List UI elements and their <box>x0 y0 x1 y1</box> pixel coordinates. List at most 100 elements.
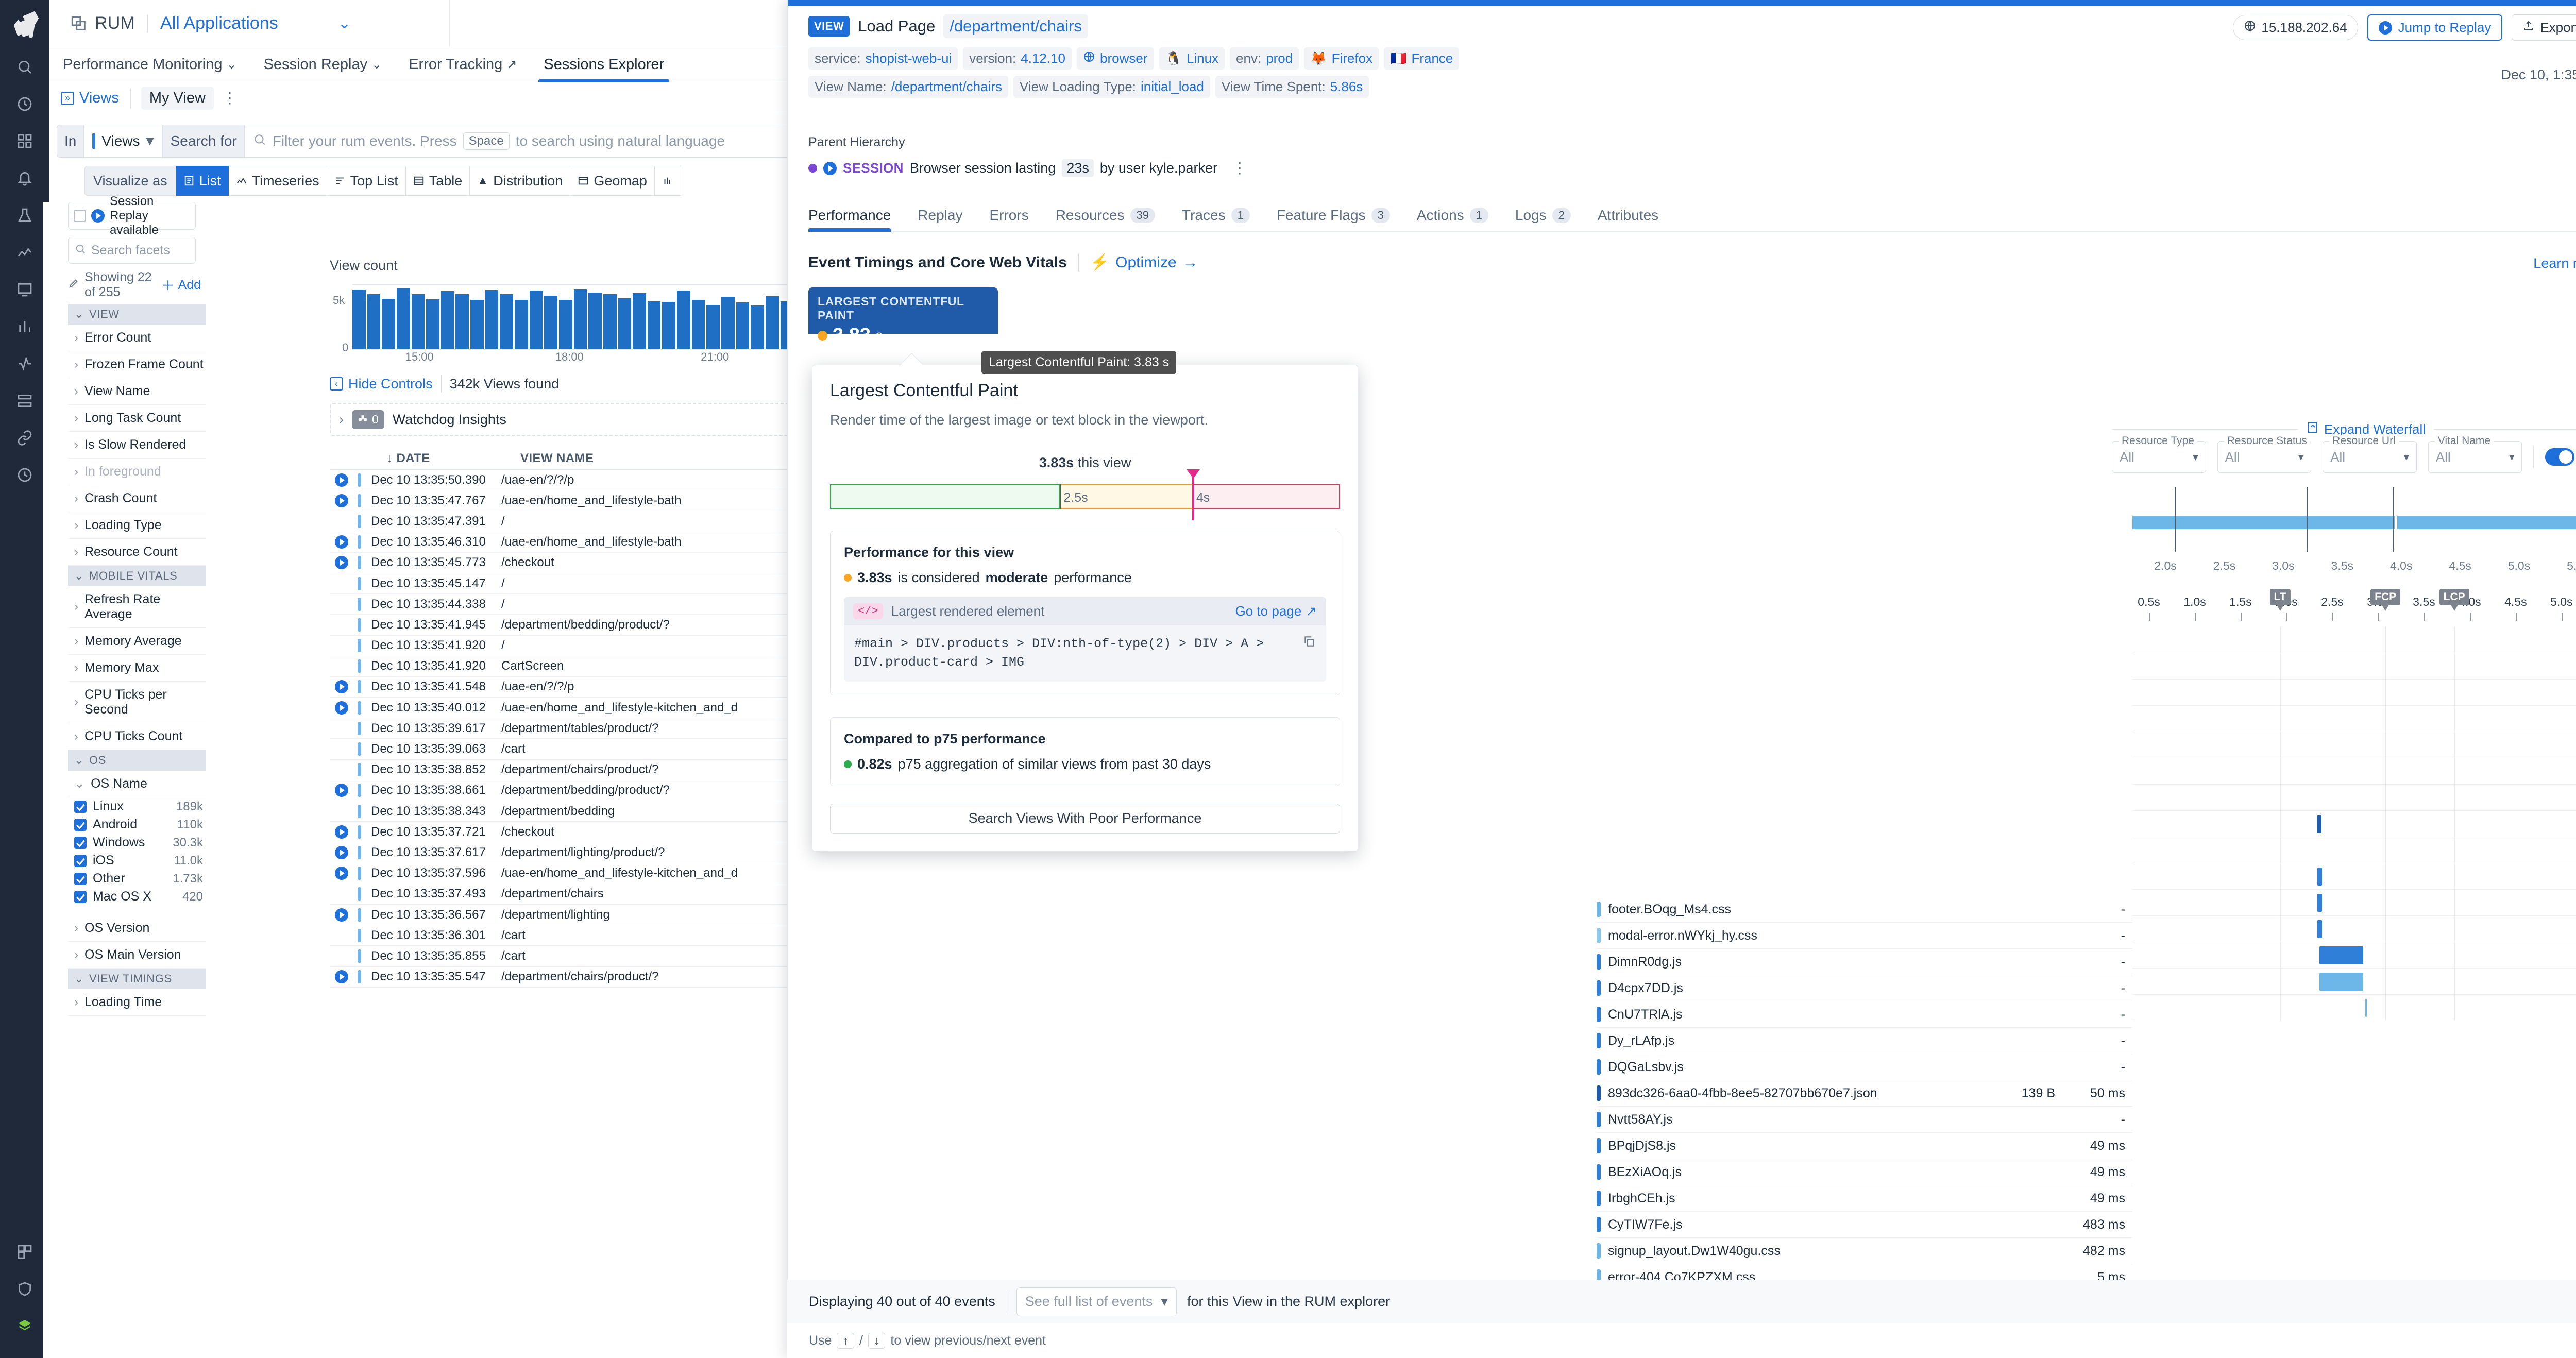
facet-crash-count[interactable]: › Crash Count <box>68 485 206 512</box>
list-item[interactable]: modal-error.nWYkj_hy.css - <box>1597 923 2132 949</box>
application-selector[interactable]: All Applications ⌄ <box>160 13 366 33</box>
search-input[interactable]: Filter your rum events. Press Space to s… <box>244 125 804 158</box>
table-row[interactable]: Dec 10 13:35:39.617/department/tables/pr… <box>330 718 795 739</box>
viz-option-list[interactable]: List <box>176 166 229 196</box>
waterfall-bar[interactable] <box>2317 920 2323 938</box>
tag-os-linux[interactable]: 🐧 Linux <box>1159 47 1225 70</box>
chart-bar[interactable] <box>662 301 676 349</box>
replay-cell[interactable] <box>330 825 353 839</box>
table-row[interactable]: Dec 10 13:35:38.852/department/chairs/pr… <box>330 760 795 780</box>
facet-loading-time[interactable]: › Loading Time <box>68 989 206 1016</box>
list-item[interactable]: Nvtt58AY.js - <box>1597 1107 2132 1133</box>
facet-value-linux[interactable]: Linux 189k <box>68 797 206 816</box>
events-column-view-name[interactable]: VIEW NAME <box>520 451 594 465</box>
table-row[interactable]: Dec 10 13:35:36.301/cart <box>330 925 795 946</box>
checkbox-icon[interactable] <box>74 854 87 867</box>
export-button[interactable]: Export <box>2512 14 2576 41</box>
filter-resource-status[interactable]: Resource Status All ▾ <box>2217 435 2312 473</box>
play-icon[interactable] <box>335 845 348 859</box>
chart-bar[interactable] <box>603 294 617 349</box>
tag-version[interactable]: version: 4.12.10 <box>963 47 1072 70</box>
checkbox-icon[interactable] <box>74 836 87 849</box>
chart-bar[interactable] <box>455 294 469 349</box>
tab-attributes[interactable]: Attributes <box>1584 207 1672 231</box>
go-to-page-link[interactable]: Go to page ↗ <box>1235 603 1317 619</box>
table-row[interactable]: Dec 10 13:35:46.310/uae-en/home_and_life… <box>330 532 795 553</box>
tab-replay[interactable]: Replay <box>904 207 976 231</box>
chart-bar[interactable] <box>529 290 543 349</box>
replay-cell[interactable] <box>330 680 353 694</box>
viz-option-more[interactable] <box>654 166 681 196</box>
play-icon[interactable] <box>335 680 348 694</box>
facet-is-slow-rendered[interactable]: › Is Slow Rendered <box>68 432 206 459</box>
facet-value-ios[interactable]: iOS 11.0k <box>68 852 206 870</box>
ip-address-pill[interactable]: 15.188.202.64 <box>2233 15 2358 40</box>
chart-bar[interactable] <box>721 297 735 349</box>
vital-marker-lt[interactable]: LT <box>2269 589 2291 611</box>
facet-value-windows[interactable]: Windows 30.3k <box>68 834 206 852</box>
chart-bar[interactable] <box>751 305 764 349</box>
waterfall-bar[interactable] <box>2317 894 2323 912</box>
nav-error-tracking[interactable]: Error Tracking ↗ <box>395 47 530 82</box>
chart-bar[interactable] <box>647 301 661 349</box>
views-toggle-button[interactable]: » Views <box>49 90 130 107</box>
vital-marker-lcp[interactable]: LCP <box>2439 589 2469 611</box>
list-item[interactable]: CyTIW7Fe.js 483 ms <box>1597 1212 2132 1238</box>
chart-bar[interactable] <box>691 300 705 349</box>
checkbox-icon[interactable] <box>74 800 87 813</box>
waterfall-row[interactable] <box>2132 706 2576 732</box>
facet-in-foreground[interactable]: › In foreground <box>68 459 206 485</box>
nav-session-replay[interactable]: Session Replay ⌄ <box>250 47 396 82</box>
table-row[interactable]: Dec 10 13:35:38.661/department/bedding/p… <box>330 780 795 801</box>
replay-cell[interactable] <box>330 970 353 984</box>
chart-bar[interactable] <box>677 290 690 349</box>
facet-refresh-rate-average[interactable]: › Refresh Rate Average <box>68 586 206 628</box>
viz-option-distribution[interactable]: Distribution <box>470 166 571 196</box>
waterfall-row[interactable] <box>2132 785 2576 811</box>
show-timings-toggle[interactable] <box>2545 448 2575 466</box>
facet-cpu-ticks-per-second[interactable]: › CPU Ticks per Second <box>68 682 206 723</box>
waterfall-row[interactable] <box>2132 653 2576 680</box>
nav-performance-monitoring[interactable]: Performance Monitoring ⌄ <box>49 47 250 82</box>
replay-cell[interactable] <box>330 494 353 507</box>
search-icon[interactable] <box>4 48 45 86</box>
bar-chart-icon[interactable] <box>4 308 45 345</box>
lcp-metric-card[interactable]: LARGEST CONTENTFUL PAINT 3.83 s <box>808 287 998 346</box>
table-row[interactable]: Dec 10 13:35:36.567/department/lighting <box>330 905 795 926</box>
table-row[interactable]: Dec 10 13:35:37.596/uae-en/home_and_life… <box>330 863 795 884</box>
play-icon[interactable] <box>335 825 348 839</box>
tag-country-france[interactable]: 🇫🇷 France <box>1384 47 1460 70</box>
facet-cpu-ticks-count[interactable]: › CPU Ticks Count <box>68 723 206 750</box>
play-icon[interactable] <box>823 161 837 175</box>
tab-actions[interactable]: Actions 1 <box>1403 207 1502 231</box>
checkbox-icon[interactable] <box>74 818 87 831</box>
tab-traces[interactable]: Traces 1 <box>1168 207 1263 231</box>
flask-icon[interactable] <box>4 197 45 234</box>
play-icon[interactable] <box>335 701 348 715</box>
add-facet-button[interactable]: ＋ Add <box>162 276 201 294</box>
chart-bar[interactable] <box>618 298 632 349</box>
saved-view-name[interactable]: My View <box>141 87 214 110</box>
tab-logs[interactable]: Logs 2 <box>1502 207 1584 231</box>
list-item[interactable]: IrbghCEh.js 49 ms <box>1597 1185 2132 1212</box>
waterfall-row[interactable] <box>2132 680 2576 706</box>
list-item[interactable]: BEzXiAOq.js 49 ms <box>1597 1159 2132 1185</box>
table-row[interactable]: Dec 10 13:35:37.617/department/lighting/… <box>330 842 795 863</box>
watchdog-insights-row[interactable]: › 0 Watchdog Insights <box>330 403 795 436</box>
learn-more-link[interactable]: Learn more ↗ <box>2533 256 2576 271</box>
waterfall-bar[interactable] <box>2365 999 2367 1017</box>
chart-bar[interactable] <box>573 288 587 349</box>
monitor-icon[interactable] <box>4 345 45 382</box>
replay-cell[interactable] <box>330 867 353 880</box>
copy-icon[interactable] <box>1302 635 1316 672</box>
panel-path[interactable]: /department/chairs <box>943 14 1088 38</box>
table-row[interactable]: Dec 10 13:35:41.548/uae-en/?/?/p <box>330 677 795 698</box>
waterfall-row[interactable] <box>2132 916 2576 942</box>
table-row[interactable]: Dec 10 13:35:35.547/department/chairs/pr… <box>330 967 795 988</box>
datadog-logo-icon[interactable] <box>9 7 41 39</box>
optimize-link[interactable]: ⚡ Optimize → <box>1090 253 1198 271</box>
chart-bar[interactable] <box>588 293 602 349</box>
table-row[interactable]: Dec 10 13:35:44.338 / <box>330 594 795 615</box>
tab-resources[interactable]: Resources 39 <box>1042 207 1168 231</box>
list-item[interactable]: BPqjDjS8.js 49 ms <box>1597 1133 2132 1159</box>
